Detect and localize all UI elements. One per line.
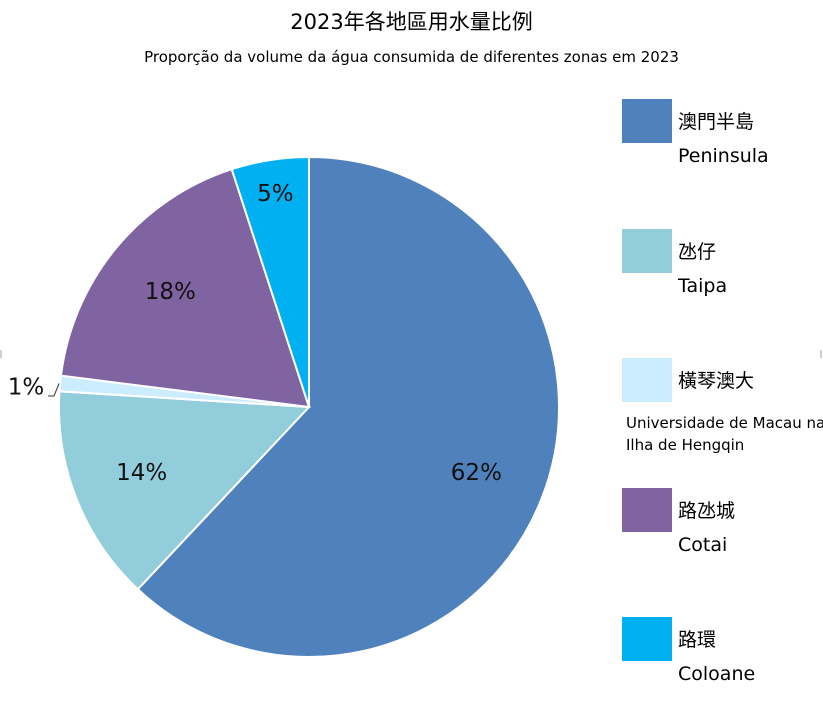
slice-taipa bbox=[58, 390, 312, 591]
legend-label-zh: 路環 bbox=[678, 629, 717, 651]
legend-label-pt: Peninsula bbox=[678, 145, 769, 167]
legend-label-pt: Universidade de Macau na Ilha de Hengqin bbox=[626, 414, 823, 454]
slice-cotai bbox=[59, 167, 311, 409]
legend-label-zh: 氹仔 bbox=[678, 241, 717, 263]
legend-swatch bbox=[622, 488, 672, 532]
legend-swatch bbox=[622, 229, 672, 273]
legend-label-zh: 路氹城 bbox=[678, 500, 736, 522]
legend-label-pt: Cotai bbox=[678, 534, 728, 556]
slice-peninsula bbox=[136, 155, 560, 658]
right-edge-marker bbox=[820, 350, 822, 358]
label-cotai: 18% bbox=[145, 279, 196, 305]
legend-swatch bbox=[622, 99, 672, 143]
legend-label-pt: Coloane bbox=[678, 663, 756, 685]
legend-swatch bbox=[622, 617, 672, 661]
legend-swatch bbox=[622, 358, 672, 402]
pie-labels: 62% 14% 1% 18% 5% bbox=[8, 181, 502, 486]
legend-label-zh: 橫琴澳大 bbox=[678, 370, 755, 392]
label-hengqin: 1% bbox=[8, 375, 45, 401]
label-peninsula: 62% bbox=[451, 460, 502, 486]
legend-label-pt: Taipa bbox=[678, 275, 728, 297]
label-taipa: 14% bbox=[116, 460, 167, 486]
leader-line-hengqin bbox=[48, 383, 60, 397]
pie-slices bbox=[58, 155, 560, 658]
legend-label-zh: 澳門半島 bbox=[678, 111, 755, 133]
left-edge-marker bbox=[0, 350, 2, 358]
slice-coloane bbox=[230, 155, 310, 408]
label-coloane: 5% bbox=[257, 181, 294, 207]
chart-title: 2023年各地區用水量比例 bbox=[290, 10, 533, 34]
chart-subtitle: Proporção da volume da água consumida de… bbox=[144, 48, 679, 66]
